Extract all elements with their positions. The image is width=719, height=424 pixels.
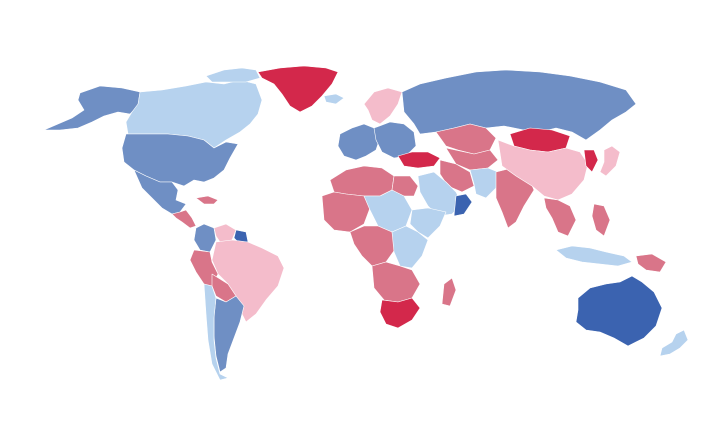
region-colombia — [193, 223, 217, 253]
region-southeast-asia — [543, 197, 577, 237]
region-central-africa — [349, 225, 397, 267]
region-kazakhstan — [435, 123, 497, 155]
region-scandinavia — [363, 87, 403, 125]
region-south-africa — [379, 297, 421, 329]
region-afghanistan-pakistan — [469, 167, 499, 199]
region-china — [497, 139, 589, 201]
region-russia — [401, 69, 637, 141]
region-korea — [583, 149, 599, 173]
region-philippines — [591, 203, 611, 237]
region-eastern-europe — [373, 121, 417, 159]
region-central-america — [171, 209, 197, 229]
region-indonesia — [555, 245, 633, 267]
region-sudan-chad — [363, 189, 413, 233]
region-australia — [575, 275, 663, 347]
region-western-europe — [337, 123, 381, 161]
region-west-africa — [321, 191, 371, 233]
region-turkey — [397, 151, 441, 169]
region-cuba — [195, 195, 219, 205]
region-alaska — [43, 85, 141, 131]
region-japan — [599, 145, 621, 177]
region-brazil — [211, 239, 285, 323]
region-madagascar — [441, 277, 457, 307]
region-oman — [453, 193, 473, 217]
region-mexico — [133, 169, 187, 215]
region-canada-arctic — [205, 67, 261, 83]
region-argentina — [213, 295, 245, 373]
region-canada — [125, 79, 263, 149]
region-papua-new-guinea — [635, 253, 667, 273]
region-east-africa — [391, 225, 429, 269]
region-greenland — [257, 65, 339, 113]
region-iran — [439, 159, 475, 193]
region-new-zealand — [659, 329, 689, 357]
region-iceland — [323, 93, 345, 105]
region-north-africa — [329, 165, 395, 197]
region-southern-africa — [371, 261, 421, 303]
region-chile — [203, 283, 229, 381]
region-venezuela — [213, 223, 237, 243]
region-horn-of-africa — [409, 207, 447, 239]
